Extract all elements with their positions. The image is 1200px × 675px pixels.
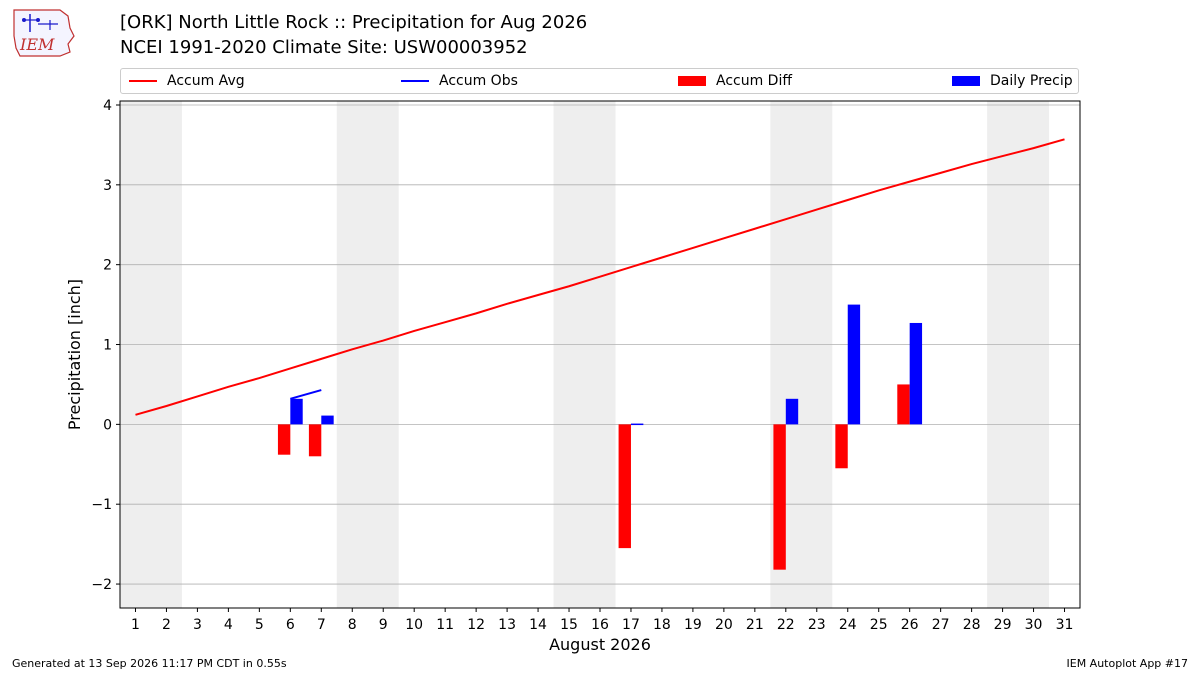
x-tick-label: 28 <box>963 617 981 633</box>
legend-item-accum-avg: Accum Avg <box>129 73 245 89</box>
legend-label-accum-obs: Accum Obs <box>439 73 518 89</box>
x-tick-label: 11 <box>436 617 454 633</box>
x-tick-label: 26 <box>901 617 919 633</box>
iem-logo: IEM <box>13 9 75 57</box>
accum-diff-bar <box>308 424 322 457</box>
weekend-band <box>336 101 399 608</box>
x-tick-label: 3 <box>193 617 202 633</box>
x-tick-label: 13 <box>498 617 516 633</box>
x-tick-label: 4 <box>224 617 233 633</box>
x-tick-label: 7 <box>317 617 326 633</box>
y-tick-label: 3 <box>103 178 112 194</box>
legend-swatch-daily-precip <box>952 76 980 86</box>
legend-item-accum-obs: Accum Obs <box>401 73 518 89</box>
x-tick-label: 16 <box>591 617 609 633</box>
daily-precip-bar <box>630 423 644 426</box>
y-tick-label: 4 <box>103 98 112 114</box>
x-tick-label: 8 <box>348 617 357 633</box>
x-tick-label: 17 <box>622 617 640 633</box>
x-tick-label: 27 <box>932 617 950 633</box>
legend-label-accum-diff: Accum Diff <box>716 73 793 89</box>
legend-swatch-accum-avg <box>129 80 157 82</box>
chart-title: [ORK] North Little Rock :: Precipitation… <box>120 12 588 33</box>
x-tick-label: 21 <box>746 617 764 633</box>
x-tick-label: 6 <box>286 617 295 633</box>
accum-diff-bar <box>897 384 910 425</box>
accum-avg-line <box>135 138 1065 416</box>
x-tick-label: 5 <box>255 617 264 633</box>
x-tick-label: 22 <box>777 617 795 633</box>
weekend-band <box>120 101 182 608</box>
legend-label-accum-avg: Accum Avg <box>167 73 245 89</box>
footer-generated: Generated at 13 Sep 2026 11:17 PM CDT in… <box>12 657 287 670</box>
legend-item-accum-diff: Accum Diff <box>678 73 792 89</box>
x-tick-label: 20 <box>715 617 733 633</box>
x-tick-label: 23 <box>808 617 826 633</box>
daily-precip-bar <box>321 415 334 425</box>
accum-diff-bar <box>773 424 786 570</box>
x-tick-label: 14 <box>529 617 547 633</box>
legend-swatch-accum-obs <box>401 80 429 82</box>
legend-swatch-accum-diff <box>678 76 706 86</box>
footer-app-id: IEM Autoplot App #17 <box>1066 657 1189 670</box>
x-tick-label: 2 <box>162 617 171 633</box>
weekend-band <box>987 101 1050 608</box>
chart-subtitle: NCEI 1991-2020 Climate Site: USW00003952 <box>120 37 528 58</box>
daily-precip-bar <box>847 304 861 425</box>
x-tick-label: 15 <box>560 617 578 633</box>
x-tick-label: 30 <box>1025 617 1043 633</box>
x-tick-label: 1 <box>131 617 140 633</box>
accum-diff-bar <box>618 424 631 549</box>
y-tick-label: 1 <box>103 338 112 354</box>
accum-diff-bar <box>277 424 291 455</box>
daily-precip-bar <box>785 398 799 425</box>
accum-obs-line <box>290 389 322 400</box>
x-tick-label: 19 <box>684 617 702 633</box>
weekend-band <box>553 101 616 608</box>
y-tick-label: −2 <box>91 577 112 593</box>
daily-precip-bar <box>909 322 923 425</box>
legend-label-daily-precip: Daily Precip <box>990 73 1073 89</box>
y-tick-label: 2 <box>103 258 112 274</box>
daily-precip-bar <box>290 398 303 425</box>
y-tick-label: −1 <box>91 497 112 513</box>
legend: Accum Avg Accum Obs Accum Diff Daily Pre… <box>120 68 1079 94</box>
legend-item-daily-precip: Daily Precip <box>952 73 1073 89</box>
x-axis-label: August 2026 <box>549 635 651 654</box>
plot-frame <box>119 100 1081 609</box>
x-tick-label: 18 <box>653 617 671 633</box>
y-axis-label: Precipitation [inch] <box>65 279 84 430</box>
x-tick-label: 10 <box>405 617 423 633</box>
x-tick-label: 12 <box>467 617 485 633</box>
y-tick-label: 0 <box>103 417 112 433</box>
x-tick-label: 24 <box>839 617 857 633</box>
x-tick-label: 29 <box>994 617 1012 633</box>
accum-diff-bar <box>835 424 848 469</box>
x-tick-label: 9 <box>379 617 388 633</box>
x-tick-label: 31 <box>1056 617 1074 633</box>
logo-text: IEM <box>19 35 55 54</box>
x-tick-label: 25 <box>870 617 888 633</box>
